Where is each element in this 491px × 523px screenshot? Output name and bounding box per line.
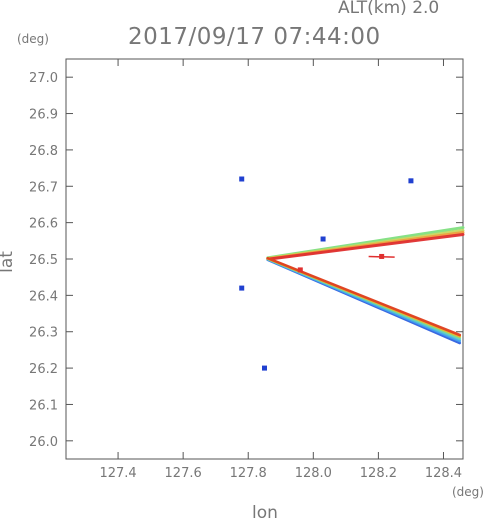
x-tick-label: 128.0 xyxy=(295,466,332,481)
x-tick-label: 127.4 xyxy=(99,466,136,481)
echo-speckle xyxy=(320,236,326,242)
y-tick-label: 26.1 xyxy=(29,398,58,413)
x-tick-label: 127.6 xyxy=(165,466,202,481)
x-tick-label: 128.4 xyxy=(425,466,462,481)
echo-band-upper xyxy=(266,233,465,261)
x-tick-label: 128.2 xyxy=(360,466,397,481)
y-tick-label: 26.8 xyxy=(29,144,58,159)
y-tick-label: 26.7 xyxy=(29,180,58,195)
echo-speckle xyxy=(408,178,414,184)
y-tick-label: 26.3 xyxy=(29,326,58,341)
echo-band-lower xyxy=(266,256,462,337)
y-tick-label: 26.0 xyxy=(29,435,58,450)
echo-streak xyxy=(368,255,395,258)
plot-frame xyxy=(65,58,464,460)
altitude-label: ALT(km) 2.0 xyxy=(338,0,440,18)
x-axis-label: lon xyxy=(252,503,278,523)
echo-speckle xyxy=(297,267,303,273)
y-tick-label: 26.6 xyxy=(29,217,58,232)
datetime-title: 2017/09/17 07:44:00 xyxy=(128,24,381,50)
lon-unit-label: (deg) xyxy=(452,485,484,499)
y-tick-label: 26.4 xyxy=(29,289,58,304)
echo-speckle xyxy=(239,176,245,182)
echo-speckle xyxy=(239,285,245,291)
y-tick-label: 27.0 xyxy=(29,71,58,86)
y-tick-label: 26.2 xyxy=(29,362,58,377)
lat-unit-label: (deg) xyxy=(17,32,49,46)
echo-speckle xyxy=(262,365,267,371)
x-tick-label: 127.8 xyxy=(230,466,267,481)
y-tick-label: 26.5 xyxy=(29,253,58,268)
y-tick-label: 26.9 xyxy=(29,108,58,123)
